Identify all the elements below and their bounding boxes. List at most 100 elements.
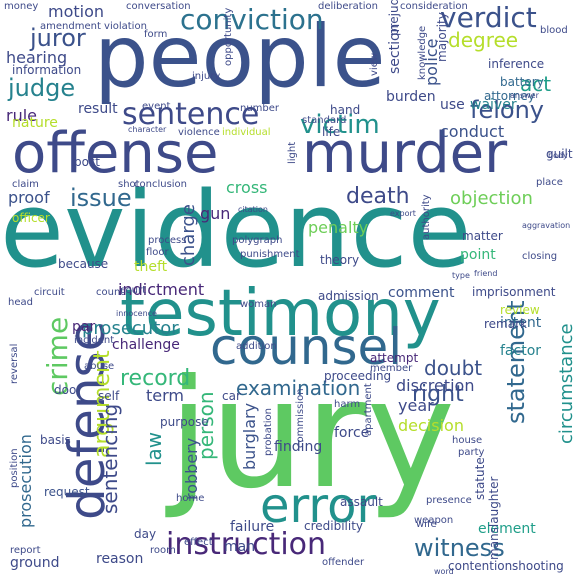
cloud-word-felony: felony (470, 96, 544, 124)
cloud-word-shot: shot (118, 179, 140, 190)
cloud-word-examination: examination (236, 376, 361, 400)
cloud-word-victim: victim (300, 110, 380, 140)
cloud-word-head: head (8, 297, 33, 308)
cloud-word-nature: nature (12, 115, 58, 131)
cloud-word-harm: harm (334, 399, 361, 410)
cloud-word-friend: friend (474, 269, 498, 278)
cloud-word-injury: injury (192, 71, 221, 82)
cloud-word-woman: woman (240, 299, 277, 310)
cloud-word-degree: degree (448, 28, 519, 52)
cloud-word-party: party (458, 447, 485, 458)
cloud-word-factor: factor (500, 343, 542, 359)
cloud-word-verdict: verdict (440, 1, 537, 34)
cloud-word-testimony: testimony (120, 277, 441, 351)
cloud-word-par: par (72, 319, 96, 335)
cloud-word-contention: contention (448, 559, 513, 573)
cloud-word-penalty: penalty (308, 218, 369, 237)
cloud-word-prosecution: prosecution (16, 434, 35, 528)
cloud-word-inference: inference (488, 57, 545, 71)
cloud-word-review: review (500, 303, 540, 317)
cloud-word-comment: comment (388, 285, 455, 301)
cloud-word-hearing: hearing (6, 48, 68, 67)
cloud-word-export: export (390, 209, 416, 218)
cloud-word-count: count (96, 287, 125, 298)
cloud-word-issue: issue (70, 184, 132, 212)
cloud-word-probation: probation (263, 408, 274, 456)
cloud-word-authority: authority (421, 194, 432, 240)
cloud-word-purpose: purpose (160, 415, 209, 429)
cloud-word-floor: floor (146, 247, 169, 258)
cloud-word-report: report (10, 545, 41, 556)
cloud-word-basis: basis (40, 433, 71, 447)
cloud-word-force: force (334, 425, 370, 441)
cloud-word-manslaughter: manslaughter (487, 476, 501, 560)
cloud-word-indictment: indictment (118, 280, 205, 299)
cloud-word-record: record (120, 366, 191, 391)
cloud-word-request: request (44, 485, 90, 499)
cloud-word-wife: wife (416, 519, 437, 530)
cloud-word-element: element (478, 521, 536, 537)
cloud-word-amendment-violation: amendment violation (40, 21, 147, 32)
cloud-word-self: self (98, 389, 120, 403)
cloud-word-aggravation: aggravation (522, 221, 571, 230)
cloud-word-innocence: innocence (116, 309, 157, 318)
cloud-word-word: word (434, 567, 454, 576)
cloud-word-life: life (322, 125, 341, 139)
cloud-word-conversation: conversation (126, 1, 191, 12)
cloud-word-door: door (54, 383, 82, 397)
cloud-word-burden: burden (386, 89, 436, 105)
cloud-word-use: use (440, 97, 465, 113)
cloud-word-proof: proof (8, 188, 50, 207)
cloud-word-evidence: evidence (0, 169, 472, 291)
cloud-word-polygraph: polygraph (232, 235, 283, 246)
cloud-word-rule: rule (6, 106, 38, 125)
cloud-word-law: law (142, 431, 166, 466)
cloud-word-majority: majority (435, 12, 449, 62)
cloud-word-theft: theft (134, 259, 168, 275)
cloud-word-money: money (4, 1, 39, 12)
cloud-word-act: act (520, 72, 552, 96)
cloud-word-commission: commission (295, 388, 306, 448)
cloud-word-light: light (287, 141, 298, 164)
cloud-word-result: result (78, 101, 118, 117)
cloud-word-prejudice: prejudice (387, 0, 401, 36)
cloud-word-officer: officer (12, 211, 50, 225)
cloud-word-guilt: guilt (546, 147, 573, 161)
cloud-word-offender: offender (322, 557, 365, 568)
cloud-word-type: type (452, 271, 470, 280)
cloud-word-cross: cross (226, 178, 268, 197)
cloud-word-matter: matter (462, 229, 503, 243)
cloud-word-people: people (94, 7, 386, 107)
cloud-word-day: day (134, 527, 157, 541)
cloud-word-view: view (369, 52, 380, 76)
cloud-word-circuit: circuit (34, 287, 65, 298)
cloud-word-house: house (452, 435, 483, 446)
cloud-word-violence: violence (178, 127, 220, 138)
cloud-word-because: because (58, 257, 109, 271)
cloud-word-position: position (9, 448, 20, 488)
cloud-word-point: point (460, 247, 496, 263)
cloud-word-error: error (260, 478, 377, 534)
cloud-word-reason: reason (96, 551, 144, 567)
cloud-word-citation: citation (238, 205, 268, 214)
cloud-word-attorney: attorney (484, 89, 535, 103)
cloud-word-body: body (548, 151, 568, 160)
cloud-word-witness: witness (414, 534, 505, 562)
cloud-word-decision: decision (398, 416, 464, 435)
cloud-word-post: post (74, 155, 100, 169)
cloud-word-answer: answer (510, 91, 539, 100)
cloud-word-right: right (412, 382, 464, 407)
cloud-word-court: court (120, 285, 146, 296)
cloud-word-abuse: abuse (84, 361, 115, 372)
cloud-word-information: information (12, 63, 82, 77)
cloud-word-prosecutor: prosecutor (82, 318, 179, 339)
cloud-word-attempt: attempt (370, 351, 419, 365)
cloud-word-event: event (142, 101, 171, 112)
cloud-word-intent: intent (500, 315, 542, 331)
cloud-word-finding: finding (274, 439, 323, 455)
cloud-word-circumstance: circumstance (556, 323, 576, 444)
cloud-word-term: term (146, 386, 184, 405)
cloud-word-hand: hand (330, 103, 361, 117)
cloud-word-knowledge: knowledge (417, 25, 428, 80)
